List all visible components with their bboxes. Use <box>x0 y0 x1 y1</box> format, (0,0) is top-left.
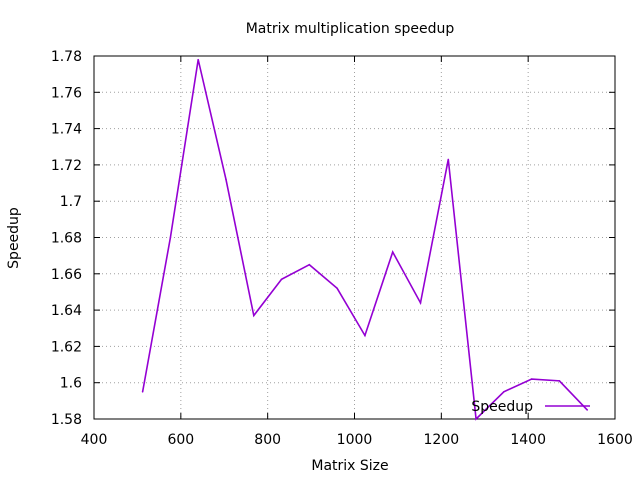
data-point <box>475 418 477 420</box>
y-tick-label: 1.76 <box>51 85 82 101</box>
grid-lines <box>94 56 615 419</box>
axis-ticks: 1.58 1.6 1.62 1.64 1.66 1.68 1.7 1.72 1.74 1.76 1.… <box>51 49 633 448</box>
y-tick-label: 1.68 <box>51 231 82 247</box>
data-point <box>252 314 255 317</box>
y-tick-label: 1.66 <box>51 267 82 283</box>
y-axis-label: Speedup <box>6 207 22 269</box>
data-point <box>419 302 422 304</box>
data-point <box>336 287 338 290</box>
data-point <box>530 378 533 380</box>
y-tick-label: 1.58 <box>51 412 82 428</box>
y-tick-label: 1.72 <box>51 158 82 174</box>
data-point <box>169 236 172 239</box>
x-tick-label: 800 <box>254 432 281 448</box>
x-tick-label: 400 <box>81 432 108 448</box>
y-tick-label: 1.6 <box>60 376 82 392</box>
y-tick-label: 1.64 <box>51 303 82 319</box>
x-tick-label: 1200 <box>424 432 460 448</box>
data-point <box>503 390 505 393</box>
legend: Speedup <box>471 399 590 415</box>
x-axis-label: Matrix Size <box>311 458 388 474</box>
data-point <box>586 409 589 411</box>
series-line-speedup <box>141 59 588 421</box>
y-tick-label: 1.78 <box>51 49 82 65</box>
data-point <box>391 251 394 253</box>
data-point <box>364 334 366 337</box>
x-tick-label: 1400 <box>510 432 546 448</box>
data-point <box>225 178 227 181</box>
x-tick-label: 1000 <box>337 432 373 448</box>
x-tick-label: 1600 <box>597 432 633 448</box>
data-point <box>558 380 561 382</box>
data-point <box>280 278 283 281</box>
data-point <box>141 390 144 393</box>
data-point <box>447 158 450 161</box>
data-point <box>197 58 199 61</box>
data-point <box>308 263 311 266</box>
x-tick-label: 600 <box>167 432 194 448</box>
chart-title: Matrix multiplication speedup <box>246 21 455 37</box>
y-tick-label: 1.74 <box>51 122 82 138</box>
y-tick-label: 1.7 <box>60 194 82 210</box>
series-layer <box>141 58 589 421</box>
legend-label: Speedup <box>471 399 533 415</box>
y-tick-label: 1.62 <box>51 339 82 355</box>
